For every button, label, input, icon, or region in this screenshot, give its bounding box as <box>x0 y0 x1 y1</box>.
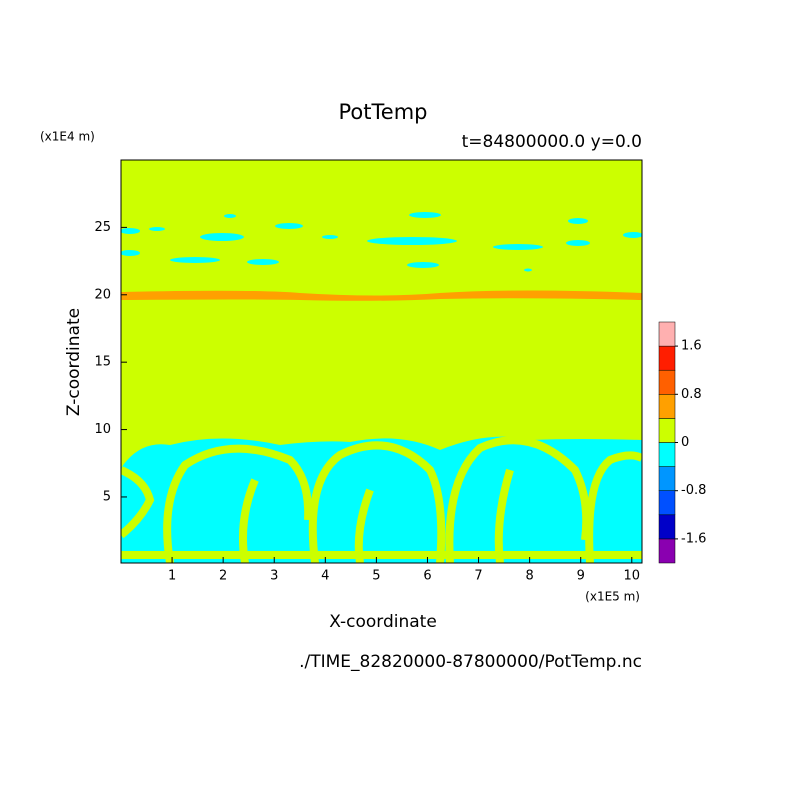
y-axis-label: Z-coordinate <box>64 308 84 416</box>
colorbar-label: 1.6 <box>681 339 702 354</box>
contour-region <box>367 237 457 245</box>
contour-region <box>407 262 439 268</box>
colorbar-label: 0 <box>681 435 689 450</box>
y-tick-label: 15 <box>94 355 111 370</box>
chart-subtitle: t=84800000.0 y=0.0 <box>462 132 642 152</box>
chart-title: PotTemp <box>339 100 428 124</box>
contour-region <box>149 227 165 231</box>
contour-region <box>493 244 543 250</box>
contour-region <box>170 257 220 263</box>
contour-region <box>121 250 140 256</box>
colorbar-box <box>658 538 676 564</box>
x-unit: (x1E5 m) <box>585 590 640 604</box>
contour-region <box>224 214 236 218</box>
x-tick-label: 7 <box>474 569 482 584</box>
x-tick-label: 4 <box>321 569 329 584</box>
contour-region <box>121 228 140 234</box>
contour-region <box>121 290 642 301</box>
y-tick-label: 10 <box>94 422 111 437</box>
y-unit: (x1E4 m) <box>40 130 95 144</box>
colorbar-box <box>658 466 676 491</box>
x-axis-label: X-coordinate <box>329 612 437 632</box>
y-tick-label: 20 <box>94 287 111 302</box>
contour-region <box>121 466 155 539</box>
contour-region <box>121 436 642 563</box>
x-tick-label: 2 <box>219 569 227 584</box>
colorbar-label: 0.8 <box>681 387 702 402</box>
contour-region <box>308 441 446 563</box>
contour-region <box>409 212 441 218</box>
colorbar-box <box>658 490 676 516</box>
contour-region <box>322 235 338 239</box>
footer: ./TIME_82820000-87800000/PotTemp.nc <box>299 652 642 672</box>
colorbar-label: -0.8 <box>681 483 706 498</box>
y-tick-label: 5 <box>103 489 111 504</box>
field <box>121 160 642 563</box>
contour-region <box>163 444 313 563</box>
colorbar-box <box>658 345 676 371</box>
y-tick-label: 25 <box>94 220 111 235</box>
contour-region <box>524 268 532 272</box>
contour-region <box>585 451 642 563</box>
contour-region <box>623 232 642 238</box>
contour-region <box>566 240 590 246</box>
x-tick-label: 10 <box>624 569 641 584</box>
x-tick-label: 1 <box>168 569 176 584</box>
contour-region <box>568 218 588 224</box>
colorbar-box <box>658 514 676 540</box>
contour-region <box>275 223 303 229</box>
x-tick-label: 3 <box>270 569 278 584</box>
colorbar-box <box>658 394 676 419</box>
colorbar-label: -1.6 <box>681 531 706 546</box>
contour-region <box>445 436 591 563</box>
contour-region <box>200 233 244 241</box>
plot-frame <box>120 159 643 564</box>
colorbar-box <box>658 321 676 347</box>
colorbar-box <box>658 369 676 395</box>
x-tick-label: 5 <box>372 569 380 584</box>
x-tick-label: 8 <box>525 569 533 584</box>
colorbar-box <box>658 442 676 467</box>
colorbar-box <box>658 418 676 443</box>
x-tick-label: 6 <box>423 569 431 584</box>
x-tick-label: 9 <box>577 569 585 584</box>
contour-region <box>247 259 279 265</box>
